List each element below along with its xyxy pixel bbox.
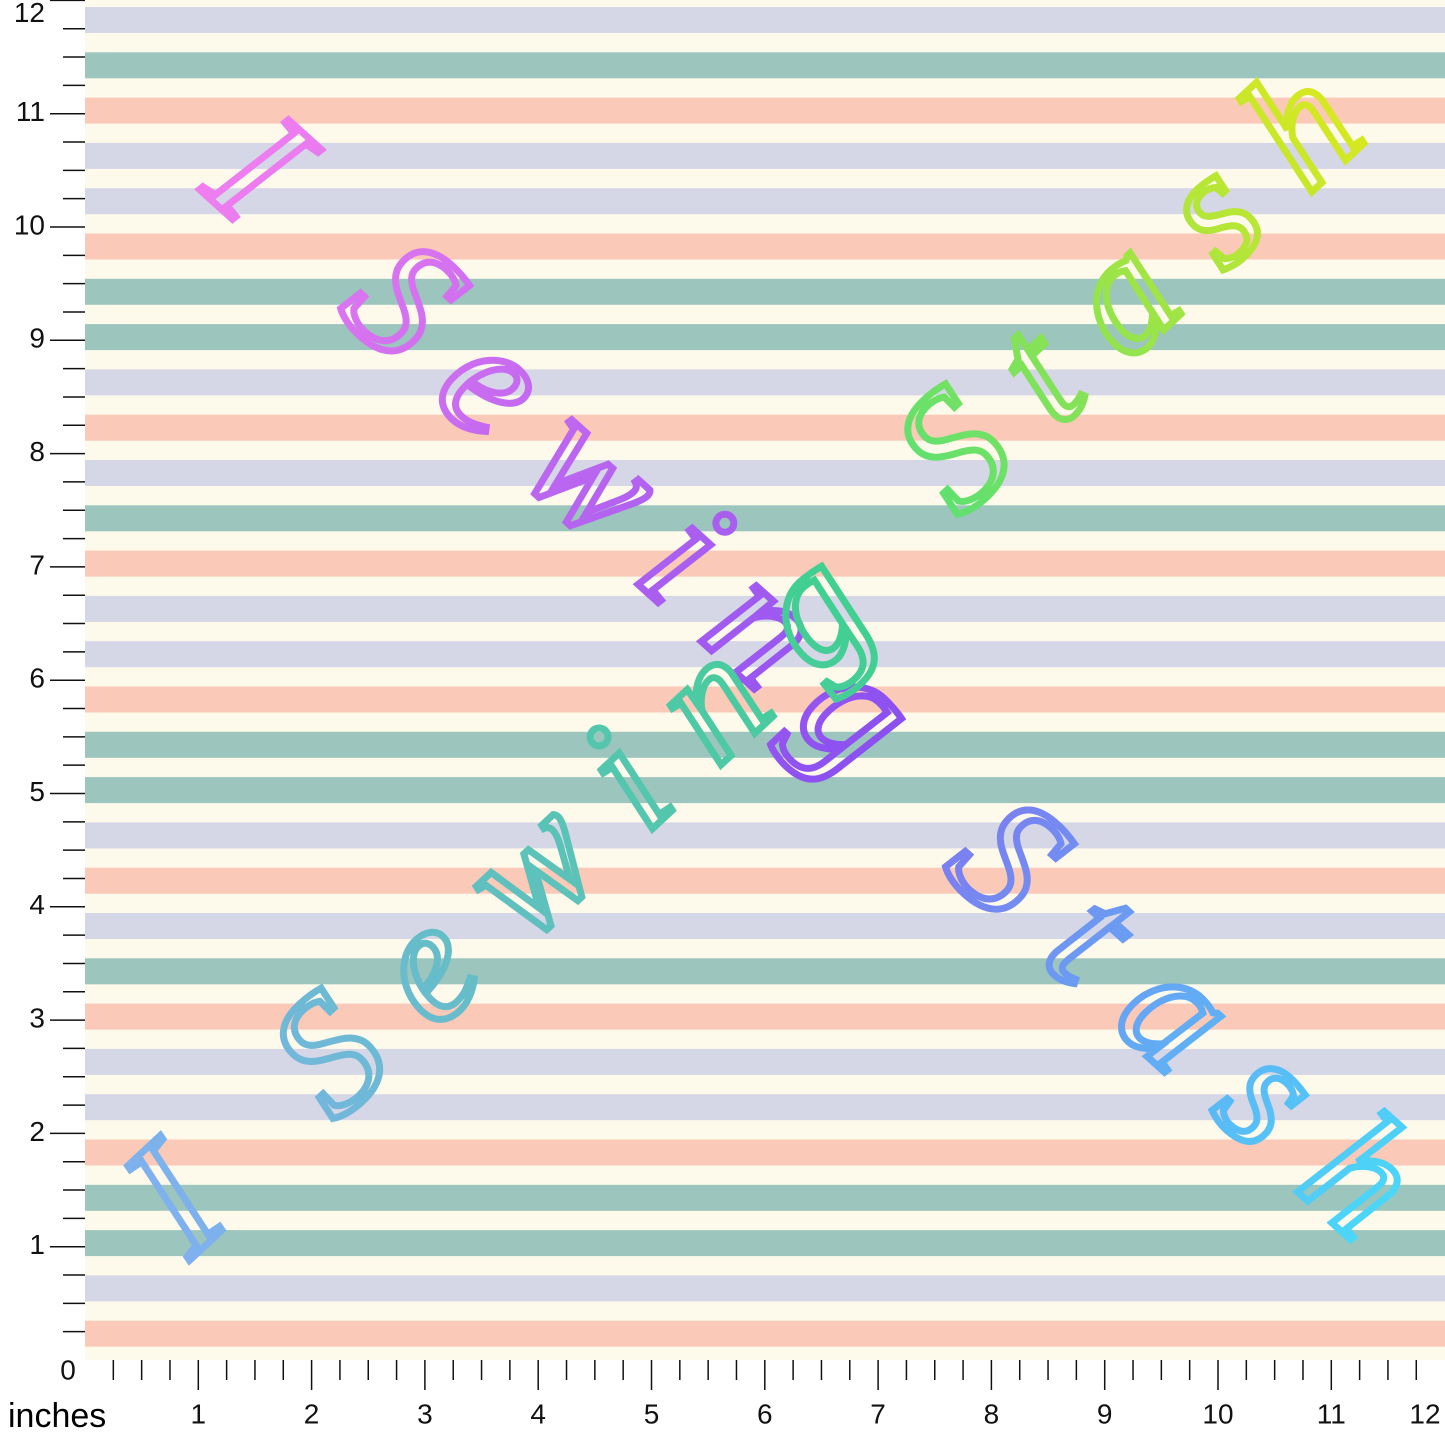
- stripe: [85, 1275, 1445, 1302]
- stripe: [85, 822, 1445, 849]
- stripe: [85, 52, 1445, 79]
- stripe: [85, 142, 1445, 169]
- ruler-label: 11: [1317, 1398, 1346, 1429]
- stripe: [85, 505, 1445, 532]
- stripe: [85, 414, 1445, 441]
- ruler-label: 10: [1202, 1398, 1233, 1429]
- ruler-label: 6: [29, 663, 45, 694]
- stripe: [85, 1003, 1445, 1030]
- stripe: [85, 641, 1445, 668]
- ruler-label: 7: [870, 1398, 886, 1429]
- ruler-label: 1: [191, 1398, 207, 1429]
- stripe: [85, 595, 1445, 622]
- ruler-label: 2: [29, 1116, 45, 1147]
- ruler-label: 5: [29, 776, 45, 807]
- ruler-label: 5: [644, 1398, 660, 1429]
- stripe: [85, 278, 1445, 305]
- stripe: [85, 550, 1445, 577]
- stripe: [85, 7, 1445, 33]
- ruler-label: 4: [29, 889, 45, 920]
- ruler-label: 3: [29, 1002, 45, 1033]
- stripes: [85, 7, 1445, 1347]
- ruler-label: 7: [29, 549, 45, 580]
- ruler-label: 12: [1409, 1398, 1440, 1429]
- stripe: [85, 97, 1445, 124]
- stripe: [85, 324, 1445, 351]
- ruler-label: 8: [984, 1398, 1000, 1429]
- ruler-label: 2: [304, 1398, 320, 1429]
- stripe: [85, 867, 1445, 894]
- stripe: [85, 1139, 1445, 1166]
- stripe: [85, 1320, 1445, 1347]
- stripe: [85, 1048, 1445, 1075]
- ruler-label: 9: [1097, 1398, 1113, 1429]
- fabric-background: [85, 0, 1445, 1360]
- stripe: [85, 369, 1445, 396]
- ruler-label: 12: [14, 0, 45, 28]
- ruler-unit: inches: [8, 1397, 106, 1435]
- stripe: [85, 1230, 1445, 1257]
- ruler-label: 9: [29, 323, 45, 354]
- ruler-label: 4: [530, 1398, 546, 1429]
- ruler-label: 11: [16, 96, 45, 127]
- ruler-label: 6: [757, 1398, 773, 1429]
- stripe: [85, 731, 1445, 758]
- ruler-label: 1: [29, 1229, 45, 1260]
- stripe: [85, 1184, 1445, 1211]
- stripe: [85, 233, 1445, 260]
- ruler-bottom-bg: [0, 1360, 1445, 1445]
- ruler-label: 10: [14, 209, 45, 240]
- stripe: [85, 460, 1445, 486]
- stripe: [85, 958, 1445, 985]
- stripe: [85, 777, 1445, 804]
- ruler-label: 8: [29, 436, 45, 467]
- ruler-label: 3: [417, 1398, 433, 1429]
- ruler-left-bg: [0, 0, 85, 1445]
- stripe: [85, 686, 1445, 713]
- stripe: [85, 188, 1445, 215]
- stripe: [85, 1094, 1445, 1121]
- stripe: [85, 913, 1445, 939]
- ruler-origin: 0: [60, 1354, 76, 1385]
